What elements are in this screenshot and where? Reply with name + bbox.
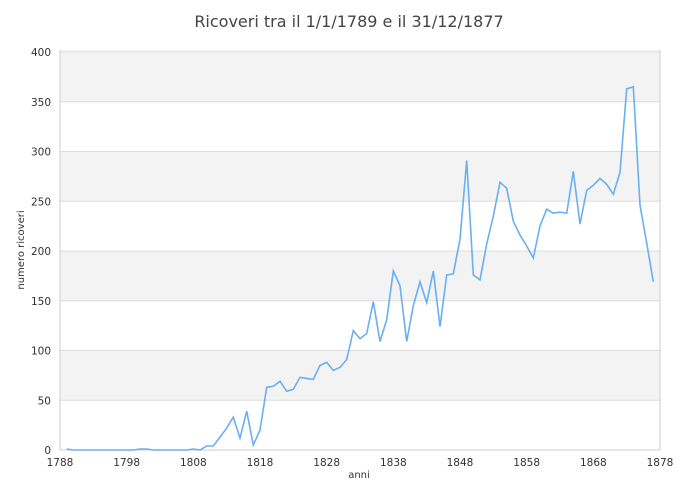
y-axis-label: numero ricoveri: [16, 210, 27, 289]
x-tick-label: 1828: [313, 457, 340, 469]
grid-band: [60, 400, 660, 450]
series-line: [66, 85, 655, 451]
x-axis-label: anni: [348, 470, 370, 481]
grid-band: [60, 52, 660, 102]
x-tick-label: 1858: [513, 457, 540, 469]
grid-band: [60, 251, 660, 301]
y-tick-label: 50: [38, 395, 51, 407]
grid-band: [60, 300, 660, 351]
grid-band: [60, 101, 660, 152]
y-tick-label: 150: [31, 296, 51, 308]
y-tick-label: 250: [31, 196, 51, 208]
x-tick-label: 1808: [180, 457, 207, 469]
x-tick-label: 1838: [380, 457, 407, 469]
x-tick-label: 1878: [647, 457, 674, 469]
y-tick-label: 350: [31, 97, 51, 109]
y-tick-label: 300: [31, 147, 51, 159]
y-tick-label: 400: [31, 47, 51, 59]
y-tick-label: 100: [31, 346, 51, 358]
x-tick-label: 1788: [47, 457, 74, 469]
chart-title: Ricoveri tra il 1/1/1789 e il 31/12/1877: [194, 12, 503, 31]
x-tick-label: 1868: [580, 457, 607, 469]
grid-band: [60, 350, 660, 401]
grid-band: [60, 50, 660, 52]
x-tick-label: 1848: [447, 457, 474, 469]
y-tick-label: 0: [44, 445, 51, 457]
x-tick-label: 1798: [113, 457, 140, 469]
y-tick-label: 200: [31, 246, 51, 258]
x-tick-label: 1818: [247, 457, 274, 469]
grid-band: [60, 201, 660, 251]
grid-band: [60, 151, 660, 202]
